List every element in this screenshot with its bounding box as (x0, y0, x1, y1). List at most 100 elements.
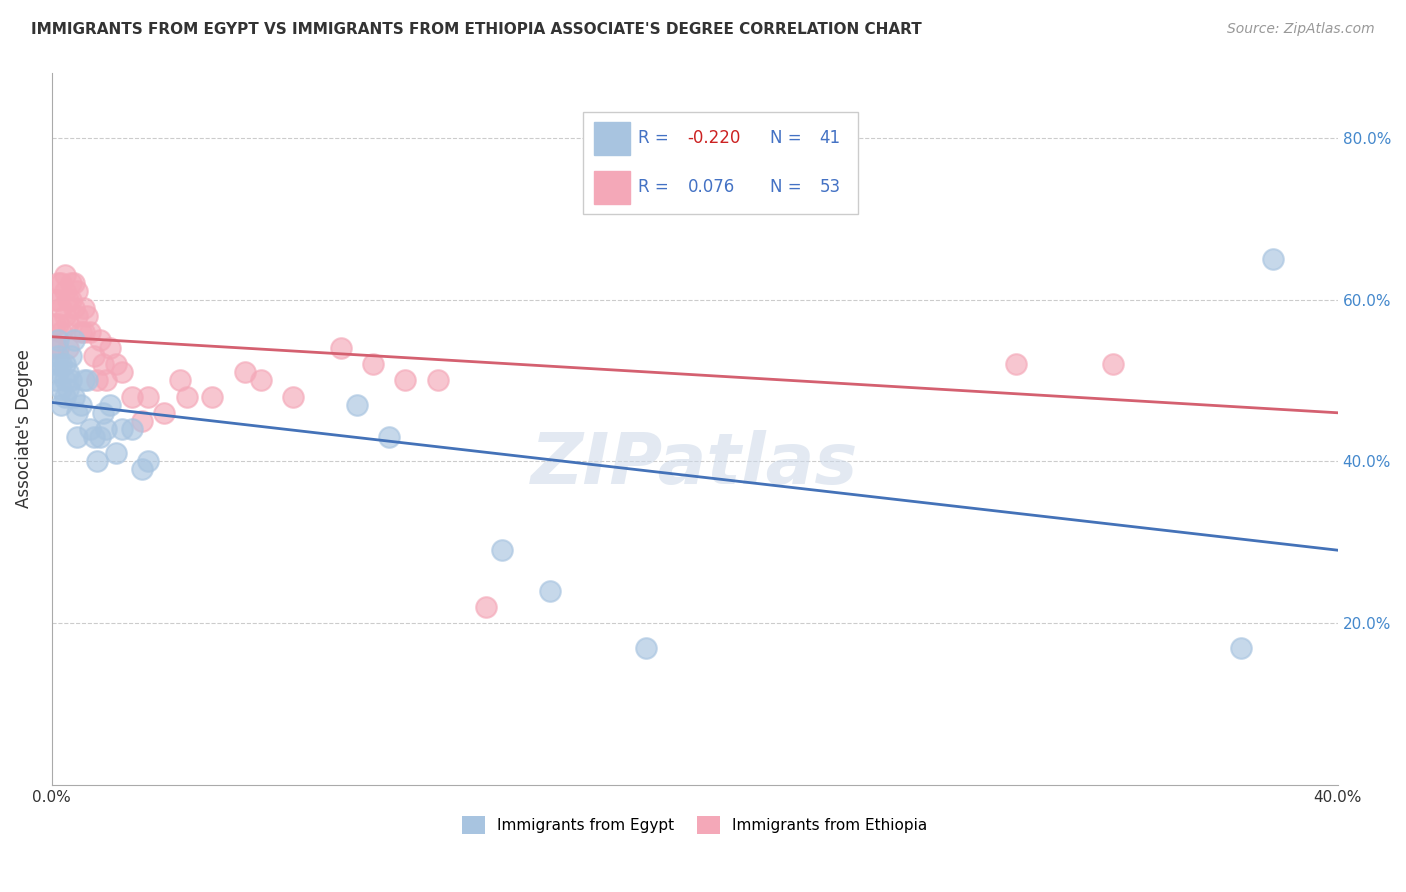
Point (53, 390, 76, 404)
Point (1101, 357, 1123, 371)
Point (98, 398, 121, 412)
Point (361, 357, 384, 371)
Point (136, 390, 159, 404)
Legend: Immigrants from Egypt, Immigrants from Ethiopia: Immigrants from Egypt, Immigrants from E… (463, 816, 928, 834)
Text: 53: 53 (820, 178, 841, 196)
Point (56, 365, 79, 379)
Point (60, 293, 83, 307)
Point (169, 374, 191, 388)
Point (69, 398, 91, 412)
Point (44, 317, 66, 331)
Point (668, 171, 690, 186)
Text: N =: N = (770, 178, 807, 196)
Point (44, 357, 66, 371)
Text: ZIPatlas: ZIPatlas (531, 430, 859, 500)
Point (474, 600, 496, 615)
Text: R =: R = (638, 178, 675, 196)
Point (201, 390, 224, 404)
Point (86, 374, 108, 388)
Point (66, 309, 89, 323)
Point (281, 390, 304, 404)
Point (96, 422, 118, 436)
Point (98, 341, 121, 355)
Point (131, 414, 153, 428)
Point (51, 277, 73, 291)
Point (96, 374, 118, 388)
Point (1005, 357, 1028, 371)
Point (60, 374, 83, 388)
Point (53, 374, 76, 388)
Y-axis label: Associate's Degree: Associate's Degree (15, 350, 32, 508)
Point (46, 277, 69, 291)
Point (89, 333, 111, 347)
Point (76, 374, 98, 388)
Point (53, 285, 76, 299)
Bar (595, 171, 630, 204)
Point (63, 390, 86, 404)
Point (69, 325, 91, 339)
Point (56, 341, 79, 355)
Point (89, 430, 111, 444)
Point (1230, 640, 1253, 655)
Point (46, 349, 69, 363)
Point (56, 293, 79, 307)
Point (56, 317, 79, 331)
Text: N =: N = (770, 129, 807, 147)
Point (86, 454, 108, 468)
Point (79, 422, 101, 436)
Text: IMMIGRANTS FROM EGYPT VS IMMIGRANTS FROM ETHIOPIA ASSOCIATE'S DEGREE CORRELATION: IMMIGRANTS FROM EGYPT VS IMMIGRANTS FROM… (31, 22, 922, 37)
Point (91, 357, 114, 371)
Point (394, 374, 416, 388)
FancyBboxPatch shape (583, 112, 858, 214)
Point (63, 277, 86, 291)
Point (73, 374, 96, 388)
Point (46, 333, 69, 347)
Point (66, 285, 89, 299)
Point (346, 398, 368, 412)
Point (51, 301, 73, 315)
Bar (595, 122, 630, 154)
Point (538, 583, 561, 598)
Point (121, 422, 143, 436)
Point (636, 640, 658, 655)
Point (105, 446, 128, 460)
Point (378, 430, 401, 444)
Point (73, 301, 96, 315)
Point (176, 390, 198, 404)
Point (111, 365, 134, 379)
Point (79, 325, 101, 339)
Point (131, 462, 153, 476)
Point (46, 365, 69, 379)
Point (46, 317, 69, 331)
Point (53, 309, 76, 323)
Point (53, 268, 76, 283)
Point (51, 398, 73, 412)
Point (111, 422, 134, 436)
Point (63, 301, 86, 315)
Point (233, 365, 256, 379)
Point (44, 341, 66, 355)
Point (44, 374, 66, 388)
Point (136, 454, 159, 468)
Point (51, 325, 73, 339)
Point (53, 357, 76, 371)
Point (426, 374, 449, 388)
Point (121, 390, 143, 404)
Point (51, 357, 73, 371)
Point (66, 430, 89, 444)
Point (1263, 252, 1285, 266)
Point (91, 406, 114, 420)
Point (66, 406, 89, 420)
Text: R =: R = (638, 129, 675, 147)
Point (249, 374, 271, 388)
Point (83, 349, 105, 363)
Point (44, 293, 66, 307)
Point (83, 430, 105, 444)
Point (76, 309, 98, 323)
Point (491, 543, 513, 558)
Text: Source: ZipAtlas.com: Source: ZipAtlas.com (1227, 22, 1375, 37)
Point (51, 382, 73, 396)
Text: -0.220: -0.220 (688, 129, 741, 147)
Point (60, 349, 83, 363)
Point (63, 333, 86, 347)
